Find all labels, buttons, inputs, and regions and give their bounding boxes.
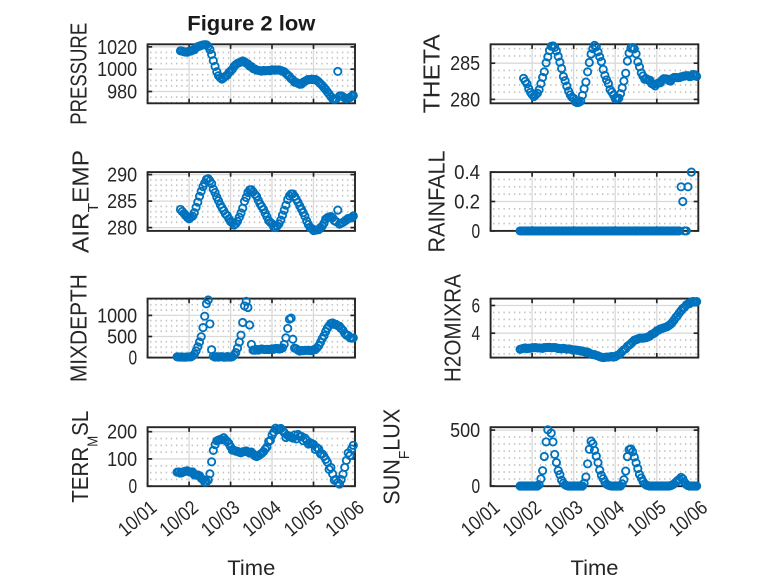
svg-text:1020: 1020 xyxy=(97,37,137,59)
svg-text:280: 280 xyxy=(450,89,480,111)
svg-text:AIRT​EMP: AIRT​EMP xyxy=(68,150,103,253)
svg-text:PRESSURE: PRESSURE xyxy=(66,23,92,125)
svg-text:200: 200 xyxy=(107,422,137,444)
svg-text:RAINFALL: RAINFALL xyxy=(424,151,450,253)
svg-text:285: 285 xyxy=(107,191,137,213)
svg-text:280: 280 xyxy=(107,218,137,240)
svg-text:285: 285 xyxy=(450,53,480,75)
svg-text:THETA: THETA xyxy=(419,34,445,113)
svg-text:Time: Time xyxy=(227,556,275,580)
svg-text:Figure 2 low: Figure 2 low xyxy=(187,13,316,36)
svg-text:0: 0 xyxy=(472,221,481,243)
svg-text:0.4: 0.4 xyxy=(454,162,480,184)
svg-text:0.2: 0.2 xyxy=(454,192,480,214)
svg-text:1000: 1000 xyxy=(97,59,137,81)
svg-text:H2OMIXRA: H2OMIXRA xyxy=(440,274,466,382)
svg-text:4: 4 xyxy=(472,323,481,345)
svg-text:SUNF​LUX: SUNF​LUX xyxy=(379,408,414,504)
svg-text:TERRM​SL: TERRM​SL xyxy=(67,411,102,503)
svg-text:MIXDEPTH: MIXDEPTH xyxy=(66,274,92,382)
svg-text:290: 290 xyxy=(107,165,137,187)
svg-text:Time: Time xyxy=(571,556,619,580)
svg-text:0: 0 xyxy=(129,476,138,498)
svg-text:500: 500 xyxy=(107,327,137,349)
svg-text:0: 0 xyxy=(472,476,481,498)
svg-text:0: 0 xyxy=(129,348,138,370)
svg-text:500: 500 xyxy=(450,420,480,442)
svg-text:6: 6 xyxy=(472,296,481,318)
svg-text:1000: 1000 xyxy=(97,305,137,327)
svg-text:980: 980 xyxy=(107,82,137,104)
svg-text:100: 100 xyxy=(107,449,137,471)
